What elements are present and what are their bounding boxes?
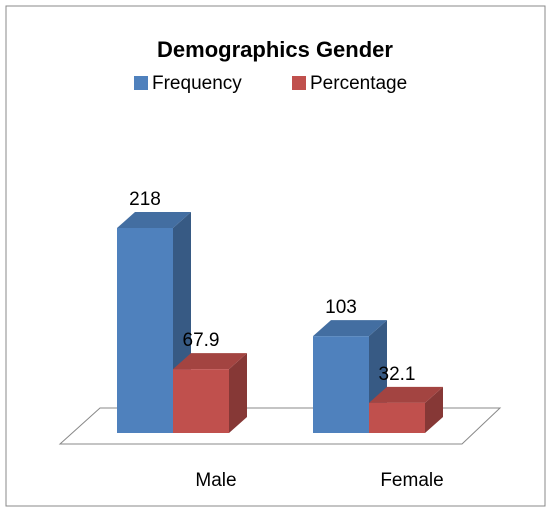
bar-front: [313, 336, 369, 433]
bar: [369, 386, 443, 433]
legend-swatch: [134, 76, 148, 90]
legend-swatch: [292, 76, 306, 90]
bar-side: [229, 353, 247, 433]
bar-side: [425, 386, 443, 433]
bar: [173, 353, 247, 433]
legend-label: Percentage: [310, 73, 407, 94]
chart-title: Demographics Gender: [157, 37, 393, 62]
bar-front: [117, 228, 173, 433]
bar-front: [369, 402, 425, 433]
bar-front: [173, 369, 229, 433]
bar-top: [369, 386, 443, 403]
bar-top: [117, 212, 191, 228]
bar-top: [313, 320, 387, 337]
x-tick-label: Female: [380, 470, 443, 491]
data-label: 67.9: [183, 330, 220, 351]
bar-top: [173, 353, 247, 370]
x-tick-label: Male: [195, 470, 236, 491]
data-label: 32.1: [379, 364, 416, 385]
data-label: 103: [325, 297, 357, 318]
data-label: 218: [129, 189, 161, 210]
legend-label: Frequency: [152, 73, 242, 94]
